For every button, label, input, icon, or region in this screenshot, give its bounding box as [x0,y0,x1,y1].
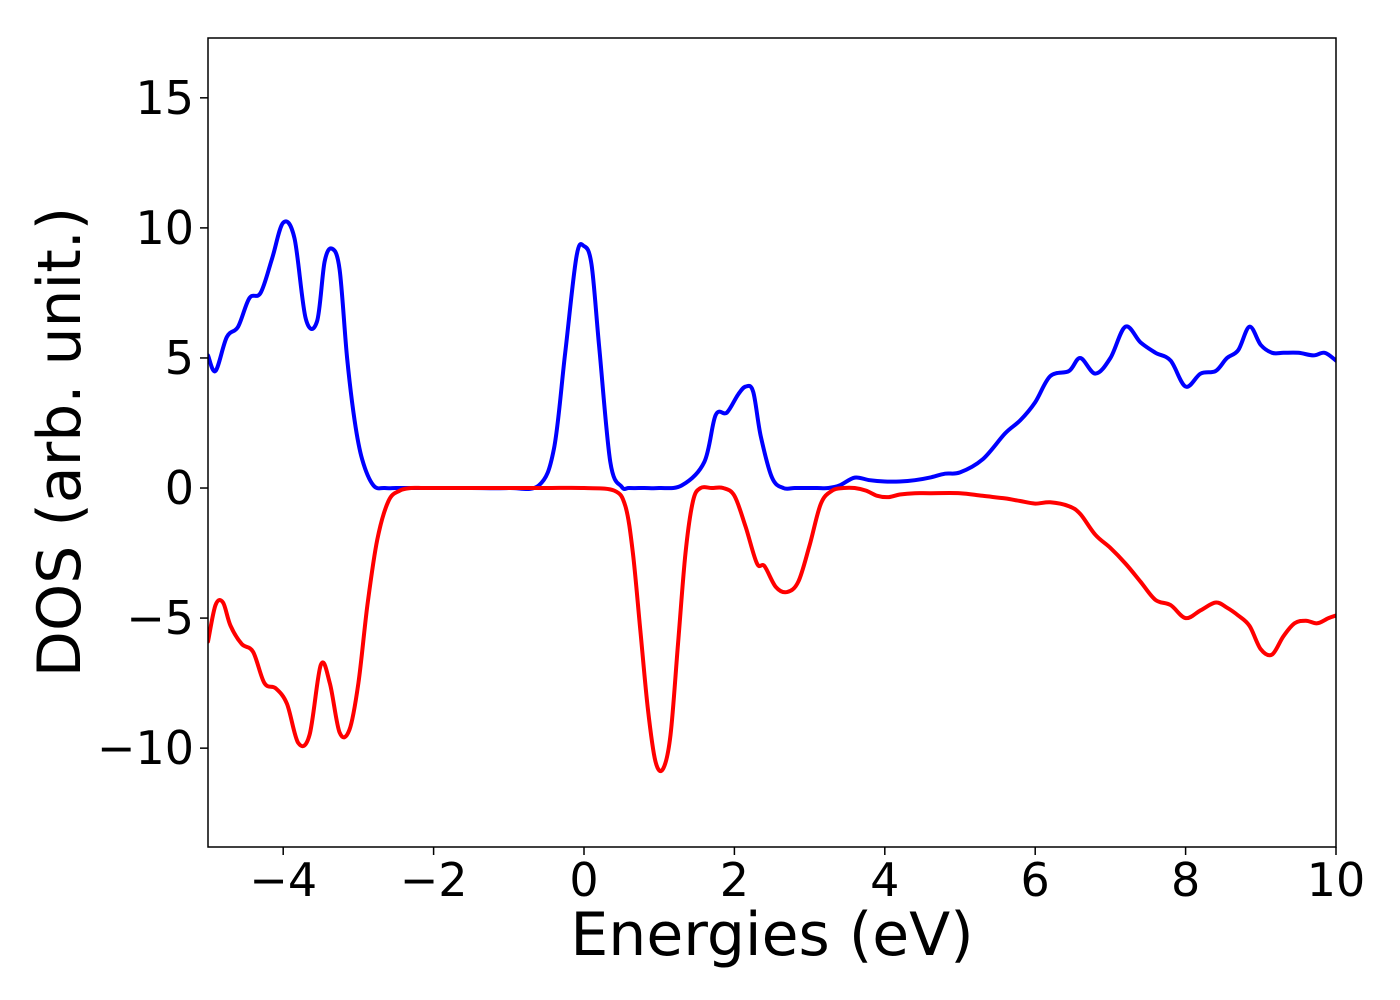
x-axis: −4 −2 0 2 4 6 8 10 [249,847,1365,907]
y-tick-label: −5 [126,591,194,645]
y-axis-label: DOS (arb. unit.) [25,207,95,677]
y-tick-label: 15 [135,71,194,125]
x-tick-label: −2 [400,853,468,907]
series-line-1 [208,485,1336,774]
x-tick-label: −4 [249,853,317,907]
plot-frame [207,37,1337,848]
y-tick-label: 0 [165,461,194,515]
series-line-0 [208,219,1336,491]
y-tick-label: −10 [97,721,194,775]
y-axis: −10 −5 0 5 10 15 [97,71,208,775]
x-tick-label: 4 [870,853,899,907]
x-tick-label: 6 [1021,853,1050,907]
x-tick-label: 10 [1307,853,1366,907]
y-tick-label: 10 [135,201,194,255]
x-tick-label: 2 [720,853,749,907]
series-layer [208,219,1336,774]
x-tick-label: 0 [569,853,598,907]
x-axis-label: Energies (eV) [570,900,973,970]
x-tick-label: 8 [1171,853,1200,907]
y-tick-label: 5 [165,331,194,385]
